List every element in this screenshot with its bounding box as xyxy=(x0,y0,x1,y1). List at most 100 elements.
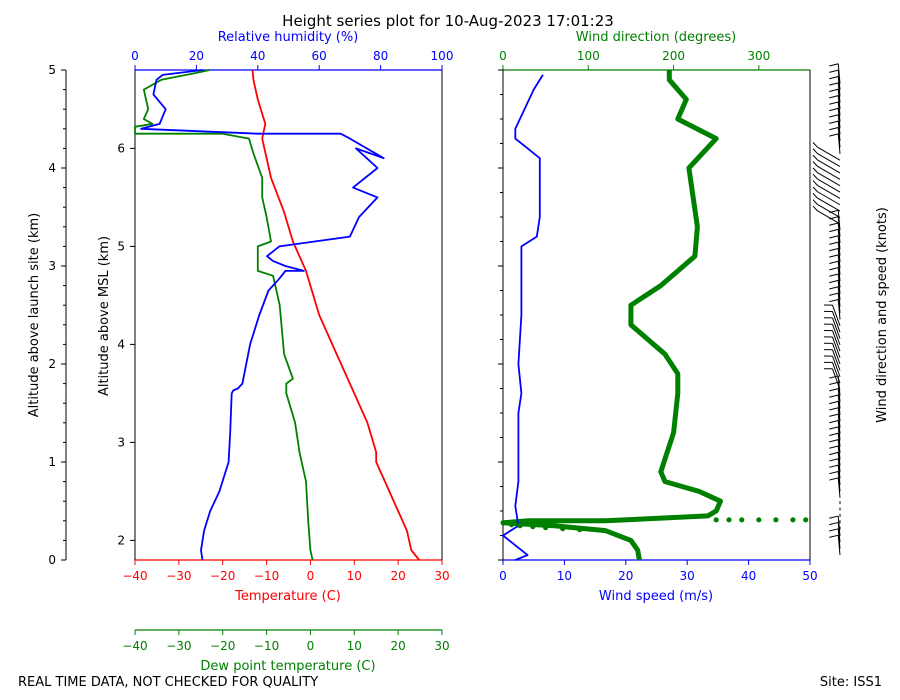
temperature-tick-label: 0 xyxy=(307,569,315,583)
temperature-tick-label: −30 xyxy=(166,569,191,583)
wind-barb xyxy=(832,349,841,371)
wind-barb-flag xyxy=(812,192,818,199)
launch-altitude-tick-label: 4 xyxy=(48,161,56,175)
launch-altitude-tick-label: 3 xyxy=(48,259,56,273)
wind-direction-point xyxy=(530,524,536,530)
wind-direction-point xyxy=(773,517,779,523)
wind-barb xyxy=(817,204,841,218)
thermo-axis-ticks: −40 −30 −20 −10 0 10 20 300 20 40 60 80 100−40 −30 −20… xyxy=(48,49,453,653)
rh-axis-label: Relative humidity (%) xyxy=(218,30,359,45)
wind-barb xyxy=(837,458,841,479)
wind-barb-flag xyxy=(812,154,818,161)
temperature-tick-label: 20 xyxy=(391,569,406,583)
wind-barb xyxy=(837,528,841,549)
wind-barb xyxy=(832,330,841,352)
wind-barb xyxy=(832,362,841,384)
thermo-series-lines xyxy=(134,69,420,561)
wind-barb-flag xyxy=(829,470,839,475)
wind-barb xyxy=(817,191,841,206)
wind-barbs-label: Wind direction and speed (knots) xyxy=(875,207,890,423)
launch-altitude-tick-label: 1 xyxy=(48,455,56,469)
wind-barb-flag xyxy=(829,292,839,296)
wind-barb-flag xyxy=(829,107,839,112)
wind-barb xyxy=(837,133,841,154)
wind-barb-flag xyxy=(829,69,839,73)
msl-altitude-tick-label: 4 xyxy=(117,337,125,351)
wind-direction-point xyxy=(739,517,745,523)
wind-barb xyxy=(817,165,841,180)
wind-barb-flag xyxy=(829,432,839,436)
wind-direction-point xyxy=(713,517,719,523)
wind-direction-point xyxy=(560,526,566,532)
wind-speed-tick-label: 20 xyxy=(618,569,633,583)
wind-barb xyxy=(837,82,841,103)
rh-tick-label: 0 xyxy=(131,49,139,63)
temperature-tick-label: −20 xyxy=(210,569,235,583)
wind-barb xyxy=(837,414,841,435)
wind-barb-flag xyxy=(829,88,839,92)
wind-speed-axis-label: Wind speed (m/s) xyxy=(599,589,713,604)
wind-barb xyxy=(837,273,841,294)
wind-barb xyxy=(837,522,841,543)
wind-barb-flag xyxy=(829,279,839,284)
wind-barb-flag xyxy=(829,426,839,430)
wind-barb xyxy=(837,535,841,556)
wind-barb-flag xyxy=(829,528,839,532)
wind-barb xyxy=(817,146,841,161)
wind-direction-point xyxy=(508,522,515,528)
rh-tick-label: 100 xyxy=(431,49,454,63)
wind-barb-flag xyxy=(812,161,818,167)
wind-barb xyxy=(837,210,841,231)
rh-line xyxy=(140,69,385,561)
wind-barb xyxy=(837,407,841,428)
wind-speed-tick-label: 40 xyxy=(741,569,756,583)
wind-barb xyxy=(837,516,841,537)
wind-speed-tick-label: 0 xyxy=(499,569,507,583)
wind-barb-flag xyxy=(829,400,839,405)
wind-barb-flag xyxy=(829,133,839,137)
wind-barb xyxy=(837,235,841,256)
wind-barb xyxy=(837,439,841,460)
wind-direction-point xyxy=(726,517,732,523)
wind-barb xyxy=(837,394,841,416)
msl-altitude-tick-label: 5 xyxy=(117,239,125,253)
wind-barb-flag xyxy=(829,95,839,99)
wind-barb xyxy=(837,254,841,275)
wind-barb xyxy=(837,401,841,422)
dewpoint-tick-label: −20 xyxy=(210,639,235,653)
wind-direction-line xyxy=(500,70,723,561)
wind-barb xyxy=(837,216,841,237)
wind-barb-flag xyxy=(829,458,839,462)
wind-barb-flag xyxy=(829,76,839,80)
dewpoint-line xyxy=(134,69,314,561)
wind-barb xyxy=(837,471,841,492)
temperature-tick-label: 10 xyxy=(347,569,362,583)
wind-barb xyxy=(837,108,841,129)
wind-barb-flag xyxy=(829,63,839,67)
wind-speed-tick-label: 10 xyxy=(557,569,572,583)
wind-barb-flag xyxy=(829,420,839,424)
wind-barb-flag xyxy=(829,445,839,449)
wind-barb xyxy=(837,477,841,498)
wind-barb-flag xyxy=(829,267,839,271)
wind-barb-flag xyxy=(829,381,839,385)
dewpoint-tick-label: 20 xyxy=(391,639,406,653)
wind-direction-point xyxy=(577,527,583,533)
thermo-panel: −40 −30 −20 −10 0 10 20 300 20 40 60 80 100−40 −30 −20… xyxy=(48,49,453,653)
wind-barb-flag xyxy=(829,413,839,417)
wind-barb xyxy=(837,426,841,447)
wind-barb xyxy=(817,184,841,199)
temperature-axis-label: Temperature (C) xyxy=(234,589,341,604)
thermo-axes-frame xyxy=(65,69,443,631)
wind-barb xyxy=(832,336,841,358)
wind-barb xyxy=(837,127,841,148)
temperature-tick-label: −40 xyxy=(122,569,147,583)
wind-barb-flag xyxy=(829,260,839,264)
quality-disclaimer: REAL TIME DATA, NOT CHECKED FOR QUALITY xyxy=(18,675,318,690)
wind-barb-flag xyxy=(829,394,839,398)
wind-barb xyxy=(837,76,841,97)
wind-barb xyxy=(832,368,841,390)
wind-barb xyxy=(837,248,841,269)
wind-panel: 0 10 20 30 40 50 0 100 200 300 xyxy=(498,49,841,583)
